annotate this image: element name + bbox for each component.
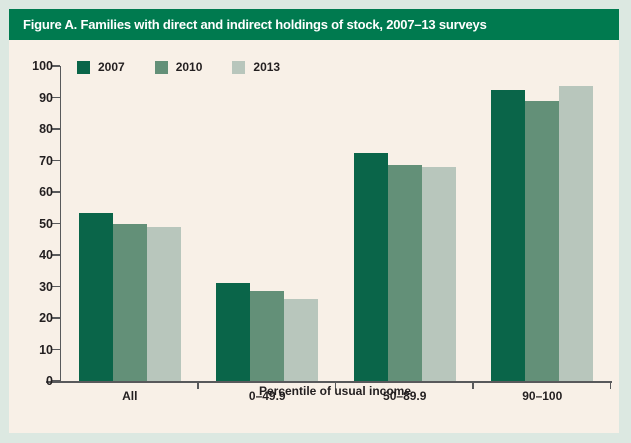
legend-item-2010: 2010 (154, 60, 203, 74)
legend-item-2007: 2007 (77, 60, 125, 74)
y-axis-tick (52, 380, 60, 382)
x-axis-category-label: 50–89.9 (383, 389, 427, 403)
y-axis-tick-label: 30 (39, 279, 53, 294)
bar-2010-90–100 (525, 100, 560, 381)
bar-2007-50–89.9 (353, 152, 388, 381)
legend-swatch-icon (154, 60, 168, 74)
bar-2007-All (78, 213, 113, 381)
y-axis-tick-label: 40 (39, 248, 53, 262)
x-axis-tick (197, 382, 199, 389)
y-axis-tick-label: 20 (39, 311, 53, 325)
bar-2010-50–89.9 (387, 165, 422, 381)
y-axis-tick (52, 317, 60, 319)
bar-group-50–89.9 (336, 152, 474, 381)
y-axis-tick (52, 191, 60, 193)
chart-legend: 2007 2010 2013 (77, 60, 280, 74)
y-axis-tick-label: 100 (32, 59, 53, 73)
y-axis-tick (52, 128, 60, 130)
x-axis-tick (334, 382, 336, 389)
y-axis-tick (52, 348, 60, 351)
y-axis-tick-label: 90 (39, 90, 53, 105)
bar-group-0–49.9 (199, 283, 337, 381)
y-axis-tick-label: 70 (39, 153, 53, 168)
plot-area: 0 10 20 30 40 50 60 70 80 90 100 All 0–49.9 50–89.9 90… (32, 60, 612, 403)
y-axis-tick (52, 96, 60, 99)
x-axis-category-label: 90–100 (522, 389, 563, 403)
bar-chart: 2007 2010 2013 0 10 20 30 40 50 60 70 80 90 100 All 0–… (9, 40, 619, 433)
x-axis-title: Percentile of usual income (258, 384, 412, 398)
y-axis-tick (52, 285, 60, 288)
y-axis-tick-label: 80 (39, 122, 53, 136)
bar-2013-50–89.9 (421, 166, 456, 381)
bar-2010-0–49.9 (250, 291, 285, 381)
legend-swatch-icon (77, 60, 90, 74)
y-axis-tick (52, 159, 60, 162)
x-axis-category-label: All (122, 389, 138, 403)
bar-2013-90–100 (559, 86, 594, 381)
legend-label: 2013 (253, 60, 281, 74)
y-axis-tick-label: 50 (39, 216, 53, 231)
bar-2007-90–100 (491, 89, 526, 381)
figure-panel: Figure A. Families with direct and indir… (9, 9, 619, 433)
figure-title: Figure A. Families with direct and indir… (9, 9, 619, 40)
x-axis-tick (609, 382, 611, 389)
legend-label: 2007 (98, 60, 125, 74)
legend-label: 2010 (175, 60, 203, 74)
bar-2010-All (112, 223, 147, 381)
bar-group-All (61, 213, 199, 381)
bar-2013-0–49.9 (284, 299, 319, 381)
bar-2013-All (146, 227, 181, 381)
y-axis-tick (52, 65, 60, 67)
y-axis-tick-label: 10 (39, 342, 53, 357)
x-axis-category-label: 0–49.9 (248, 389, 286, 403)
legend-item-2013: 2013 (232, 60, 280, 74)
y-axis-tick (52, 222, 60, 225)
bar-group-90–100 (474, 86, 612, 381)
y-axis-tick (52, 254, 60, 256)
y-axis-tick-label: 0 (46, 374, 53, 388)
x-axis-tick (472, 382, 474, 389)
y-axis-tick-label: 60 (39, 185, 53, 199)
legend-swatch-icon (232, 60, 246, 74)
bar-2007-0–49.9 (216, 283, 251, 381)
x-axis-line (46, 381, 612, 383)
